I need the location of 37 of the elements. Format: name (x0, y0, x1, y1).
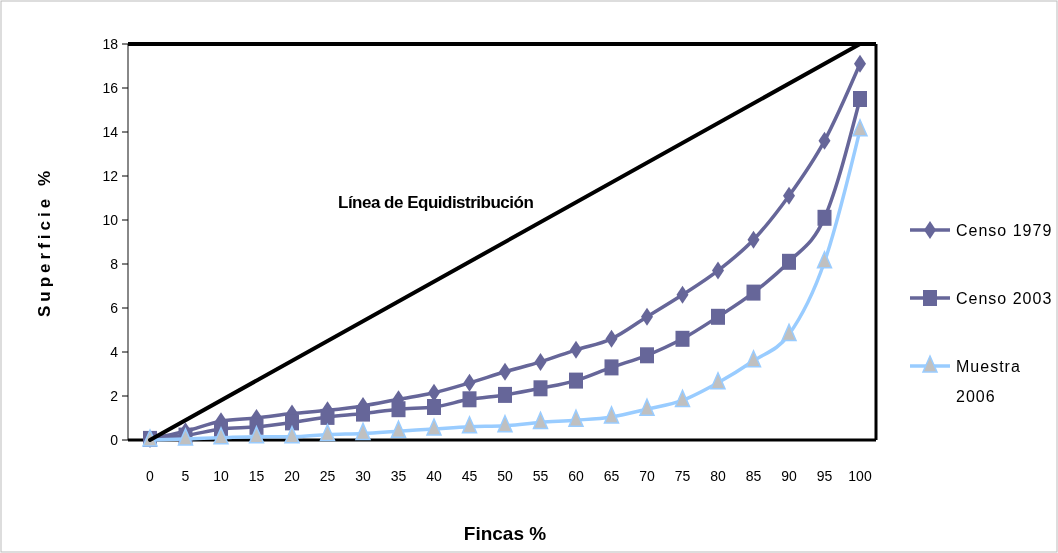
x-tick-label: 15 (248, 468, 265, 484)
x-tick-label: 60 (568, 468, 584, 484)
x-tick-label: 10 (213, 468, 229, 484)
x-tick-label: 5 (181, 468, 190, 484)
y-tick-label: 14 (102, 124, 119, 140)
x-tick-label: 90 (781, 468, 797, 484)
x-tick-label: 0 (146, 468, 155, 484)
legend-label: Muestra 2006 (956, 358, 1021, 405)
y-axis-title: Superficie % (35, 166, 54, 318)
y-tick-label: 12 (102, 168, 119, 184)
x-tick-label: 95 (816, 468, 833, 484)
y-tick-label: 2 (110, 388, 119, 404)
x-tick-label: 65 (603, 468, 620, 484)
x-tick-label: 55 (532, 468, 549, 484)
x-tick-label: 100 (848, 468, 872, 484)
y-tick-label: 6 (110, 300, 119, 316)
x-tick-label: 20 (284, 468, 300, 484)
y-tick-label: 18 (102, 36, 119, 52)
x-tick-label: 40 (426, 468, 442, 484)
x-tick-label: 35 (390, 468, 407, 484)
x-tick-label: 25 (319, 468, 336, 484)
legend-label: Censo 1979 (956, 222, 1053, 239)
x-tick-label: 70 (639, 468, 655, 484)
y-tick-label: 0 (110, 432, 119, 448)
y-tick-label: 16 (102, 80, 119, 96)
x-tick-label: 85 (745, 468, 762, 484)
x-tick-label: 30 (355, 468, 371, 484)
y-tick-label: 8 (110, 256, 119, 272)
x-tick-label: 50 (497, 468, 513, 484)
legend-label: Censo 2003 (956, 290, 1053, 307)
x-tick-label: 80 (710, 468, 726, 484)
x-tick-label: 75 (674, 468, 691, 484)
annotation: Línea de Equidistribución (338, 193, 534, 212)
x-tick-label: 45 (461, 468, 478, 484)
y-tick-label: 10 (102, 212, 119, 228)
y-tick-label: 4 (110, 344, 119, 360)
x-axis-title: Fincas % (463, 523, 547, 544)
